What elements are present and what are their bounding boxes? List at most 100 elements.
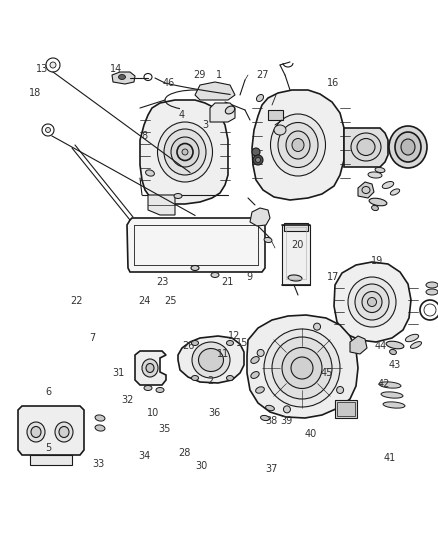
Text: 24: 24: [138, 296, 151, 306]
Text: 1: 1: [216, 70, 222, 79]
Text: 12: 12: [228, 331, 240, 341]
Text: 2: 2: [207, 376, 213, 386]
Text: 42: 42: [377, 379, 389, 389]
Text: 7: 7: [89, 334, 95, 343]
Ellipse shape: [50, 62, 56, 68]
Polygon shape: [148, 195, 175, 215]
Polygon shape: [252, 90, 344, 200]
Text: 37: 37: [265, 464, 278, 474]
Polygon shape: [178, 336, 244, 383]
Ellipse shape: [192, 342, 230, 378]
Text: 10: 10: [147, 408, 159, 418]
Bar: [284, 223, 308, 231]
Text: 38: 38: [265, 416, 278, 426]
Ellipse shape: [156, 387, 164, 392]
Ellipse shape: [426, 289, 438, 295]
Ellipse shape: [314, 323, 321, 330]
Text: 39: 39: [281, 416, 293, 426]
Ellipse shape: [95, 415, 105, 421]
Ellipse shape: [405, 334, 419, 342]
Ellipse shape: [379, 382, 401, 388]
Ellipse shape: [211, 272, 219, 278]
Ellipse shape: [401, 139, 415, 155]
Text: 3: 3: [203, 120, 209, 130]
Ellipse shape: [368, 172, 382, 178]
Text: 21: 21: [222, 278, 234, 287]
Text: 34: 34: [138, 451, 151, 461]
Polygon shape: [30, 455, 72, 465]
Ellipse shape: [381, 392, 403, 398]
Text: 9: 9: [247, 272, 253, 282]
Polygon shape: [112, 72, 135, 84]
Ellipse shape: [146, 364, 154, 373]
Ellipse shape: [291, 357, 313, 379]
Ellipse shape: [144, 385, 152, 391]
Text: 36: 36: [208, 408, 221, 418]
Ellipse shape: [278, 123, 318, 167]
Polygon shape: [140, 100, 228, 204]
Text: 19: 19: [371, 256, 383, 266]
Ellipse shape: [55, 422, 73, 442]
Ellipse shape: [253, 155, 263, 165]
Ellipse shape: [355, 284, 389, 320]
Text: 26: 26: [182, 342, 194, 351]
Ellipse shape: [255, 157, 261, 163]
Ellipse shape: [158, 122, 212, 182]
Ellipse shape: [46, 127, 50, 133]
Text: 6: 6: [45, 387, 51, 397]
Ellipse shape: [410, 342, 421, 349]
Text: 35: 35: [158, 424, 170, 434]
Ellipse shape: [182, 149, 188, 155]
Ellipse shape: [261, 415, 269, 421]
Ellipse shape: [272, 337, 332, 399]
Polygon shape: [344, 128, 388, 167]
Polygon shape: [334, 262, 411, 342]
Ellipse shape: [226, 376, 233, 381]
Ellipse shape: [191, 341, 198, 345]
Bar: [268, 110, 283, 120]
Bar: [337, 402, 355, 416]
Text: 8: 8: [141, 131, 148, 141]
Text: 41: 41: [384, 454, 396, 463]
Ellipse shape: [348, 277, 396, 327]
Text: 11: 11: [217, 350, 230, 359]
Ellipse shape: [389, 126, 427, 168]
Ellipse shape: [119, 75, 126, 79]
Text: 32: 32: [121, 395, 133, 405]
Text: 16: 16: [327, 78, 339, 87]
Text: 40: 40: [305, 430, 317, 439]
Ellipse shape: [256, 387, 265, 393]
Ellipse shape: [252, 148, 260, 156]
Ellipse shape: [390, 189, 399, 195]
Ellipse shape: [251, 372, 259, 378]
Text: 20: 20: [292, 240, 304, 250]
Polygon shape: [135, 351, 166, 385]
Ellipse shape: [282, 348, 322, 389]
Ellipse shape: [171, 137, 199, 167]
Ellipse shape: [226, 341, 233, 345]
Polygon shape: [127, 218, 265, 272]
Polygon shape: [350, 336, 367, 354]
Polygon shape: [210, 103, 235, 122]
Ellipse shape: [257, 94, 264, 101]
Text: 27: 27: [257, 70, 269, 79]
Ellipse shape: [386, 341, 404, 349]
Bar: [335, 400, 357, 418]
Ellipse shape: [31, 426, 41, 438]
Ellipse shape: [265, 405, 274, 411]
Text: 29: 29: [193, 70, 205, 79]
Ellipse shape: [283, 406, 290, 413]
Ellipse shape: [177, 143, 193, 160]
Polygon shape: [247, 315, 358, 418]
Text: 14: 14: [110, 64, 122, 74]
Ellipse shape: [145, 170, 155, 176]
Ellipse shape: [142, 359, 158, 377]
Ellipse shape: [27, 422, 45, 442]
Ellipse shape: [191, 376, 198, 381]
Ellipse shape: [395, 132, 421, 162]
Ellipse shape: [383, 402, 405, 408]
Ellipse shape: [198, 349, 223, 372]
Ellipse shape: [251, 357, 259, 364]
Ellipse shape: [264, 329, 340, 407]
Ellipse shape: [286, 131, 310, 159]
